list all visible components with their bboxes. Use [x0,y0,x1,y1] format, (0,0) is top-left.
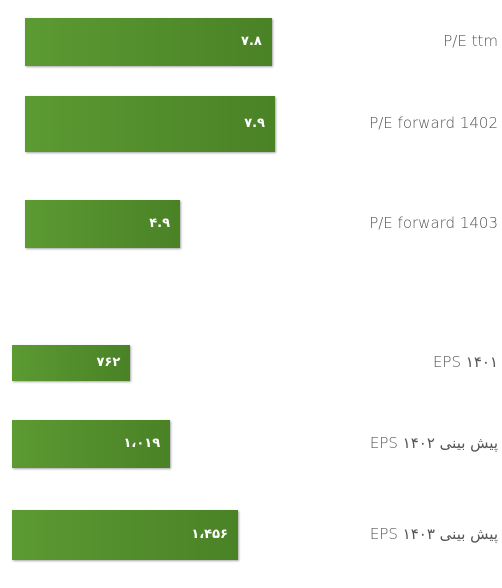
bar [12,420,171,468]
category-label: EPS ۱۴۰۱ [432,353,498,371]
value-label: ۷.۸ [241,34,262,49]
bar [25,200,181,248]
bar [12,510,238,560]
category-label: P/E ttm [443,32,498,50]
value-label: ۷.۹ [244,116,265,131]
value-label: ۷۶۲ [96,355,121,370]
value-label: ۴.۹ [149,216,171,231]
value-label: ۱،۰۱۹ [123,436,161,451]
bar [25,18,272,66]
category-label: پیش بینی EPS ۱۴۰۲ [369,434,498,452]
bar [12,345,131,381]
category-label: P/E forward 1403 [369,214,498,232]
category-label: P/E forward 1402 [369,114,498,132]
value-label: ۱،۴۵۶ [191,527,228,542]
bar [25,96,275,152]
category-label: پیش بینی EPS ۱۴۰۳ [369,525,498,543]
